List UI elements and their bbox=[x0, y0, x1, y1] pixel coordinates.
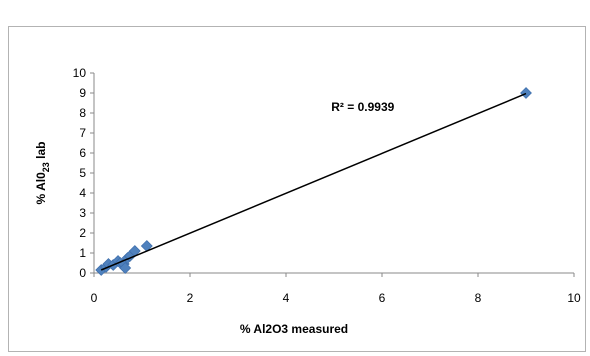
x-axis-title: % Al2O3 measured bbox=[240, 322, 348, 336]
data-point bbox=[119, 262, 132, 274]
r-squared-annotation: R² = 0.9939 bbox=[331, 100, 394, 114]
chart-area: % Al023 lab 0 1 2 3 4 5 6 7 8 9 10 0 2 4 6 8 10 % Al2O3 … bbox=[8, 26, 586, 352]
y-tick-label: 9 bbox=[79, 86, 86, 100]
y-tick-label: 5 bbox=[79, 166, 86, 180]
y-axis-title-subscript: 2 bbox=[41, 167, 51, 172]
y-tick-label: 8 bbox=[79, 106, 86, 120]
x-tick-label: 8 bbox=[475, 291, 482, 305]
y-tick-label: 6 bbox=[79, 146, 86, 160]
y-axis-title-part: lab bbox=[34, 142, 48, 163]
y-axis-title-subscript: 3 bbox=[41, 162, 51, 167]
y-axis-title-part: % Al bbox=[34, 179, 48, 205]
plot-area bbox=[90, 72, 575, 277]
x-tick-label: 0 bbox=[91, 291, 98, 305]
y-tick-label: 2 bbox=[79, 226, 86, 240]
trendline bbox=[100, 92, 527, 271]
y-tick-label: 10 bbox=[73, 66, 87, 80]
y-axis-title-part: 0 bbox=[34, 172, 48, 179]
data-point bbox=[520, 87, 532, 99]
x-tick-label: 6 bbox=[379, 291, 386, 305]
y-axis-title: % Al023 lab bbox=[34, 142, 51, 205]
y-tick-label: 3 bbox=[79, 206, 86, 220]
y-tick-label: 4 bbox=[79, 186, 86, 200]
x-tick-label: 10 bbox=[567, 291, 581, 305]
y-tick-label: 1 bbox=[79, 246, 86, 260]
x-tick-label: 2 bbox=[187, 291, 194, 305]
y-tick-label: 0 bbox=[79, 266, 86, 280]
tick-labels: 0 1 2 3 4 5 6 7 8 9 10 0 2 4 6 8 10 bbox=[73, 66, 581, 305]
x-tick-label: 4 bbox=[283, 291, 290, 305]
y-tick-label: 7 bbox=[79, 126, 86, 140]
y-axis-title-text: % Al023 lab bbox=[34, 142, 51, 205]
